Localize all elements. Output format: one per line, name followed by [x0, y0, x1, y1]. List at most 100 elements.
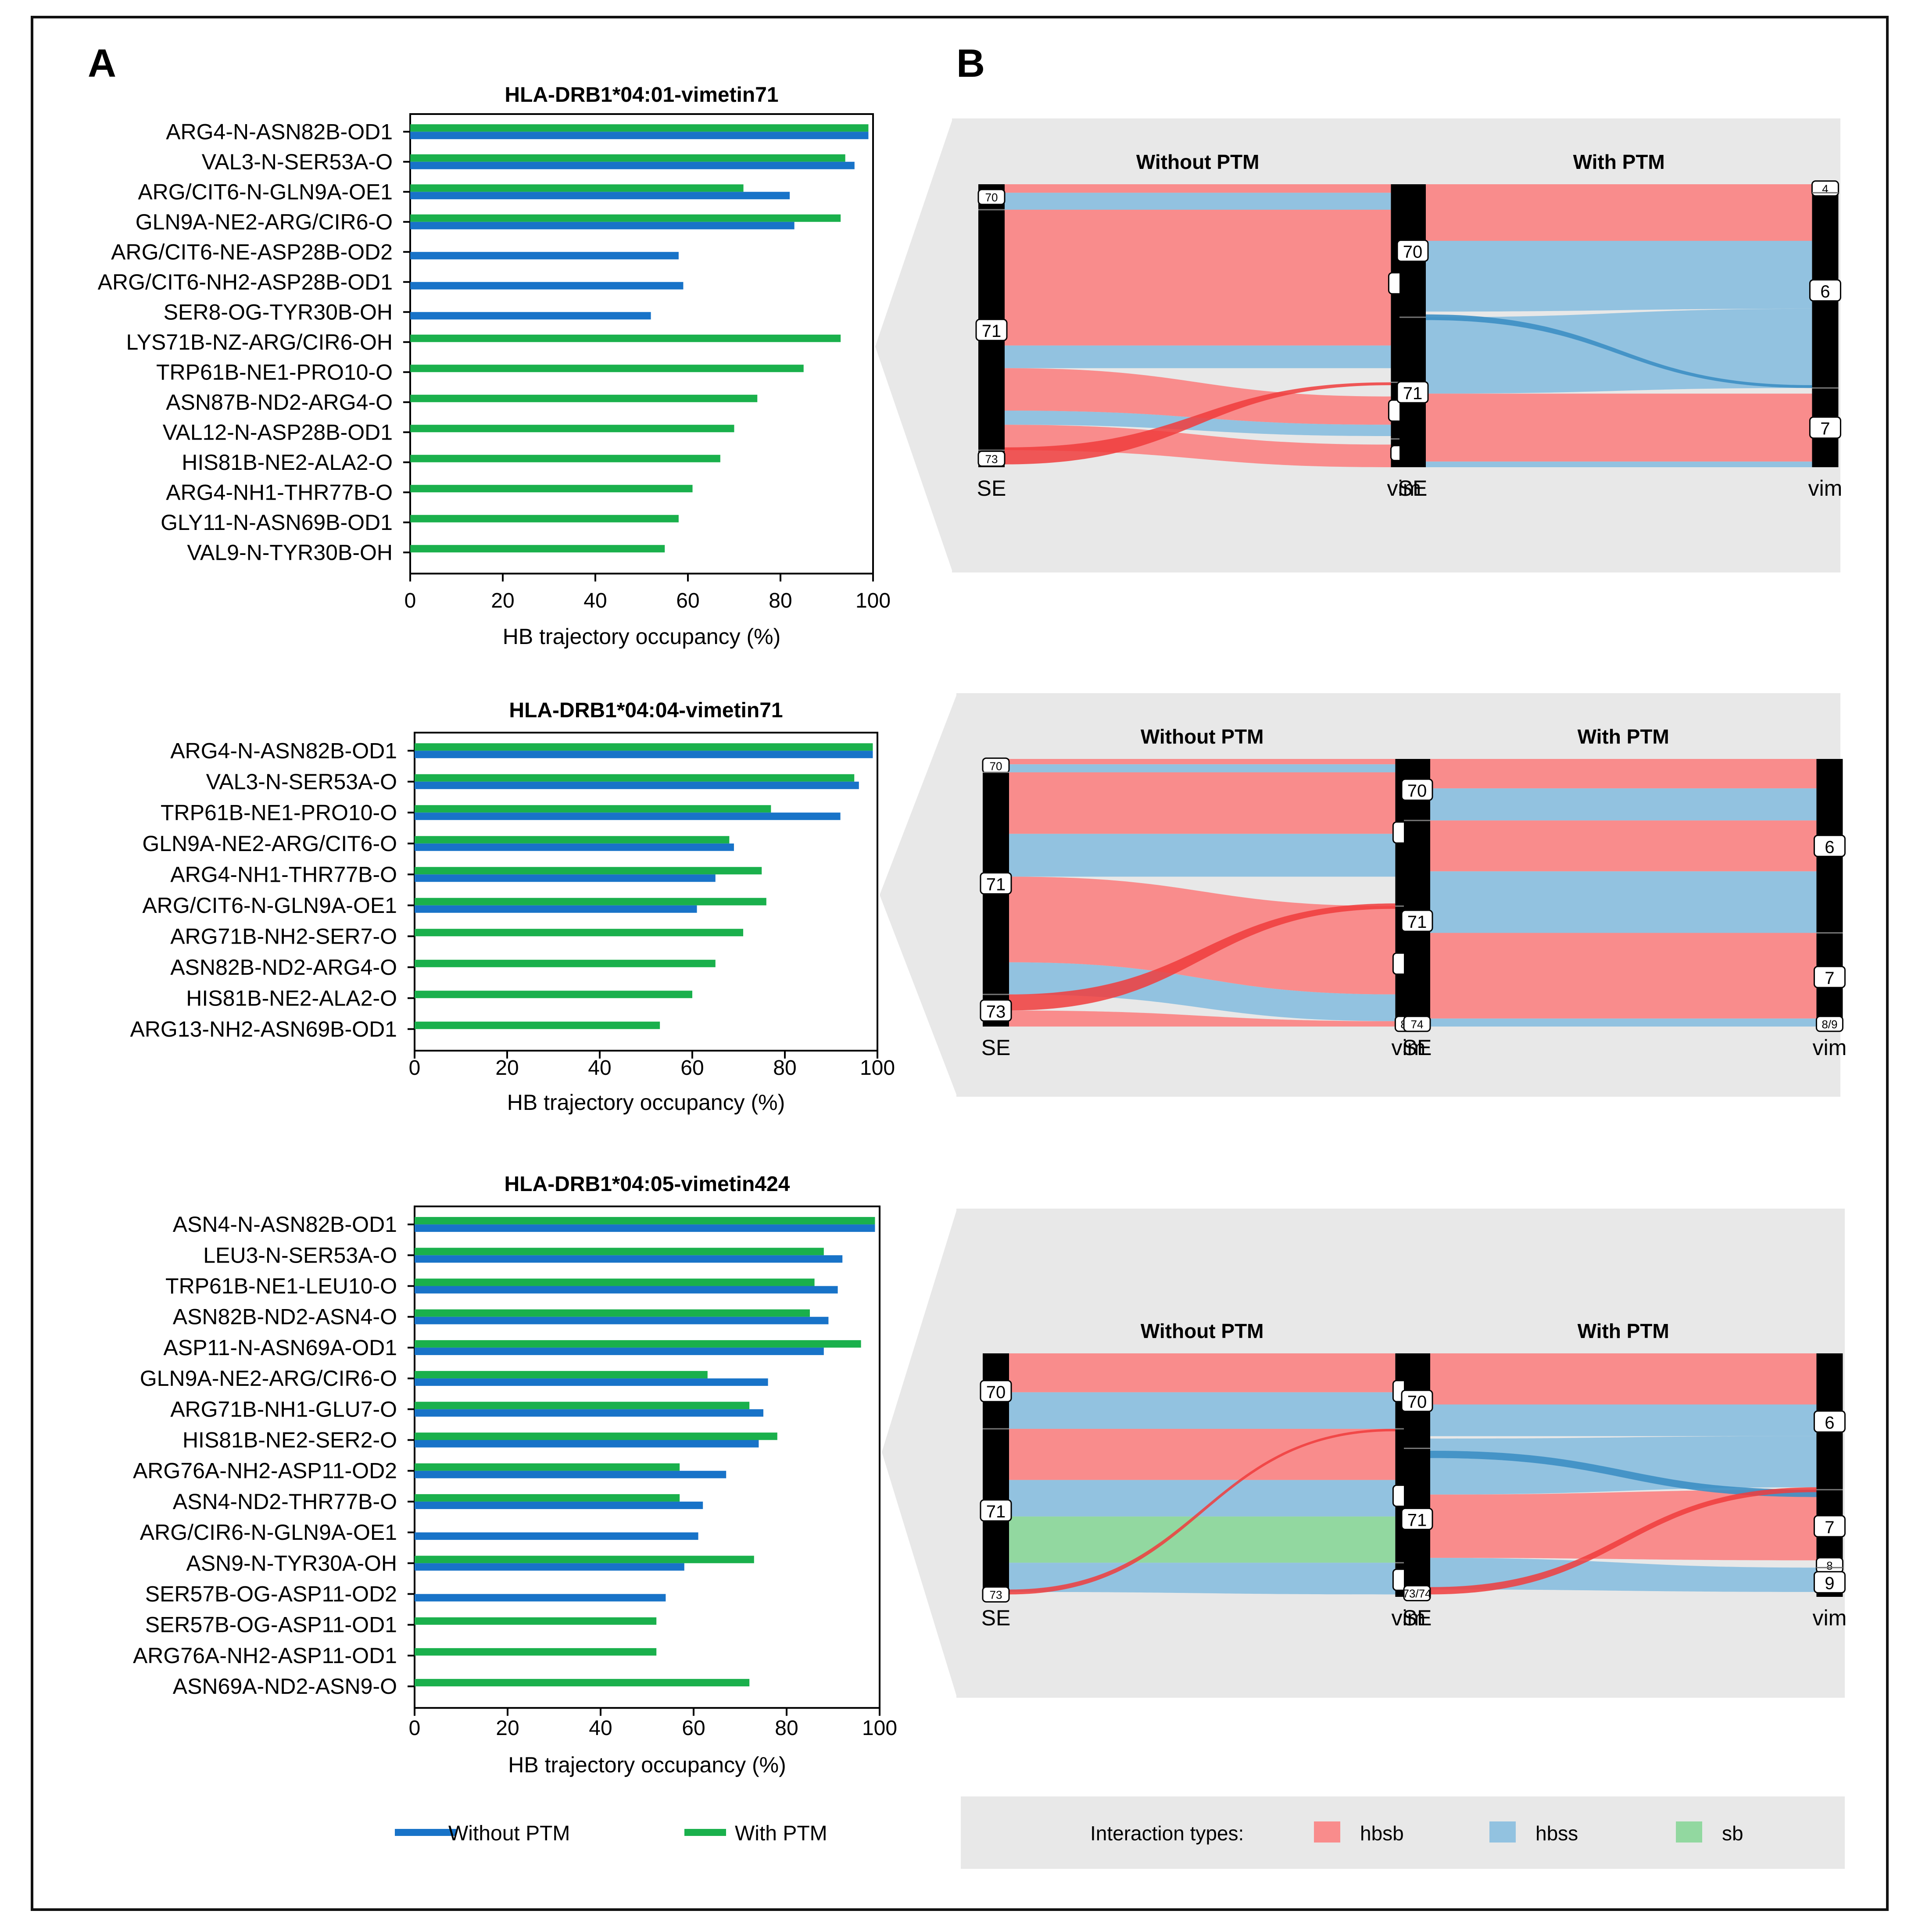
se-axis-label: SE [1398, 476, 1428, 501]
bar-without-ptm [415, 751, 873, 758]
bar-with-ptm [410, 454, 720, 462]
bar-with-ptm [415, 774, 855, 782]
bar-with-ptm [410, 394, 758, 402]
bar-with-ptm [410, 334, 841, 342]
node-label-box [1401, 1507, 1433, 1530]
x-tick-label: 0 [409, 1717, 421, 1740]
bar-with-ptm [415, 1494, 680, 1502]
node-label-box [1401, 778, 1433, 801]
category-label: ARG/CIR6-N-GLN9A-OE1 [140, 1520, 397, 1545]
flow-band [1009, 1353, 1396, 1392]
bar-without-ptm [415, 1378, 768, 1386]
flow-band [1009, 877, 1396, 995]
bar-with-ptm [415, 867, 762, 875]
category-label: VAL9-N-TYR30B-OH [187, 540, 393, 565]
sankey-with-ptm: With PTM 70 71 74 6 7 8/9 SE vim [1401, 725, 1847, 1060]
category-label: ARG/CIT6-N-GLN9A-OE1 [142, 893, 397, 918]
x-tick-label: 100 [860, 1056, 895, 1080]
category-label: ARG/CIT6-N-GLN9A-OE1 [138, 179, 393, 204]
category-label: VAL12-N-ASP28B-OD1 [163, 420, 393, 444]
category-label: VAL3-N-SER53A-O [202, 150, 393, 174]
vim-node-label: 8/9 [1822, 1018, 1837, 1031]
legend-without-label: Without PTM [448, 1822, 570, 1845]
flow-band [1430, 1436, 1817, 1495]
node-label-box [980, 1380, 1012, 1402]
bar-with-ptm [415, 1648, 657, 1656]
flow-band [1430, 933, 1817, 1019]
node-bar-vim [1816, 1353, 1843, 1597]
x-tick-label: 80 [775, 1717, 798, 1740]
chart-title: HLA-DRB1*04:01-vimetin71 [505, 83, 778, 107]
sankey-title: Without PTM [1141, 1320, 1264, 1342]
bar-without-ptm [415, 1347, 824, 1355]
category-label: ARG71B-NH1-GLU7-O [170, 1397, 397, 1421]
category-label: ARG4-N-ASN82B-OD1 [166, 119, 393, 144]
highlight-flow [1430, 1451, 1817, 1497]
flow-band [1005, 210, 1391, 346]
node-label-box [980, 999, 1012, 1022]
flow-band [1430, 1489, 1817, 1560]
category-label: LEU3-N-SER53A-O [203, 1243, 397, 1267]
vim-node-label: 6 [1825, 837, 1834, 857]
flow-band [1430, 1018, 1817, 1027]
bar-with-ptm [415, 898, 766, 905]
panel-label-a: A [88, 42, 116, 86]
se-node-label: 70 [990, 759, 1002, 773]
bar-with-ptm [415, 1679, 750, 1687]
x-tick-label: 20 [495, 1056, 519, 1080]
node-label-box [1813, 1571, 1846, 1594]
bar-with-ptm [415, 1371, 708, 1379]
bar-with-ptm [415, 1309, 810, 1317]
se-node-label: 70 [986, 1383, 1006, 1402]
node-label-box [1809, 416, 1841, 439]
x-tick-label: 40 [588, 1056, 611, 1080]
category-label: GLN9A-NE2-ARG/CIT6-O [142, 831, 397, 856]
bar-without-ptm [415, 1501, 703, 1509]
x-tick-label: 20 [496, 1717, 519, 1740]
bar-without-ptm [415, 1532, 698, 1540]
vim-axis-label: vim [1392, 1035, 1426, 1060]
flow-band [1430, 788, 1817, 821]
x-axis-label: HB trajectory occupancy (%) [503, 624, 781, 649]
flow-band [1005, 184, 1391, 193]
category-label: HIS81B-NE2-SER2-O [183, 1428, 397, 1453]
node-bar-se [1399, 184, 1426, 467]
se-axis-label: SE [981, 1035, 1011, 1060]
se-node-label: 70 [985, 191, 998, 204]
se-node-label: 71 [1407, 1510, 1427, 1530]
category-label: ARG4-NH1-THR77B-O [170, 862, 397, 887]
bar-with-ptm [415, 1340, 861, 1348]
bar-without-ptm [415, 1286, 838, 1294]
category-label: TRP61B-NE1-PRO10-O [156, 360, 393, 384]
bar-with-ptm [415, 1402, 750, 1410]
category-label: TRP61B-NE1-PRO10-O [161, 800, 397, 825]
flow-band [1430, 759, 1817, 789]
vim-axis-label: vim [1813, 1035, 1847, 1060]
bar-with-ptm [415, 1556, 754, 1563]
se-node-label: 73 [990, 1588, 1002, 1601]
legend-item-label: hbsb [1360, 1822, 1404, 1845]
node-label-box [980, 1499, 1012, 1522]
figure-frame [31, 16, 1889, 1911]
se-axis-label: SE [981, 1606, 1011, 1630]
x-tick-label: 100 [855, 589, 891, 612]
bar-with-ptm [415, 1217, 875, 1225]
bar-without-ptm [410, 312, 651, 320]
flow-band [1009, 1480, 1396, 1517]
flow-band [1430, 1404, 1817, 1436]
se-node-label: 71 [986, 875, 1006, 894]
bar-without-ptm [415, 1470, 727, 1478]
category-label: ASN82B-ND2-ARG4-O [170, 955, 397, 980]
legend-with-label: With PTM [735, 1822, 827, 1845]
se-axis-label: SE [977, 476, 1006, 501]
se-node-label: 73/74 [1403, 1587, 1431, 1600]
node-label-box [1403, 1585, 1431, 1602]
chart-title: HLA-DRB1*04:04-vimetin71 [509, 699, 783, 722]
x-tick-label: 60 [682, 1717, 705, 1740]
node-label-box [977, 189, 1006, 205]
node-label-box [1401, 1389, 1433, 1412]
bar-with-ptm [415, 805, 771, 813]
category-label: ARG/CIT6-NH2-ASP28B-OD1 [98, 270, 393, 294]
vim-node-label: 4 [1822, 182, 1828, 196]
x-tick-label: 20 [491, 589, 514, 612]
